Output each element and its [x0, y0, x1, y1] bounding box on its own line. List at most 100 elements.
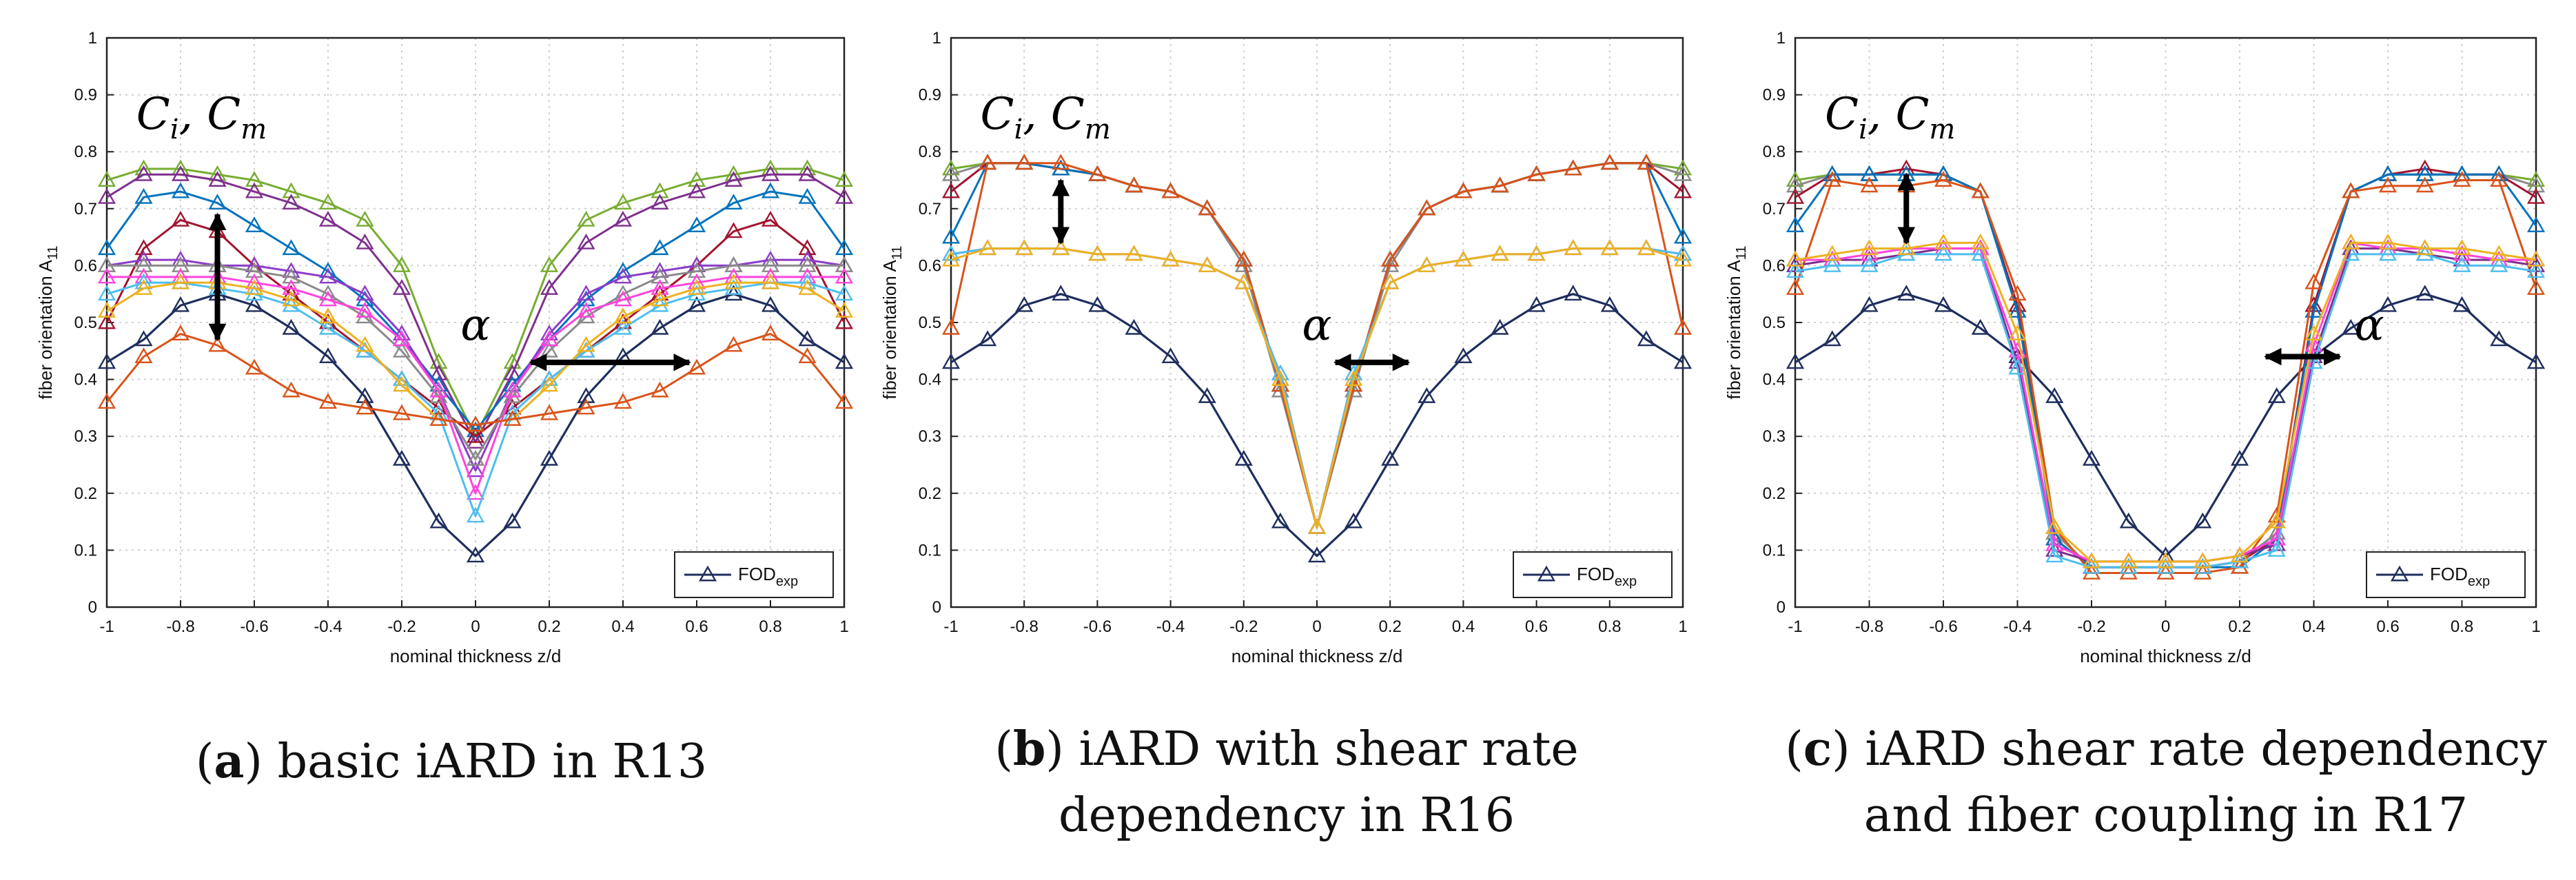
data-point-marker	[2267, 540, 2286, 557]
data-point-marker	[1673, 182, 1693, 198]
y-tick-label: 0.9	[74, 86, 97, 105]
legend-label: FODexp	[738, 564, 798, 589]
data-point-marker	[1161, 182, 1180, 198]
data-point-marker	[356, 210, 374, 227]
data-point-marker	[1491, 176, 1509, 193]
series-line	[107, 276, 844, 495]
data-point-marker	[1198, 256, 1216, 272]
y-tick-label: 1	[88, 29, 97, 48]
data-point-marker	[1673, 250, 1693, 267]
data-point-marker	[1673, 353, 1693, 369]
x-tick-label: 1	[1678, 617, 1687, 636]
data-point-marker	[318, 393, 338, 409]
data-point-marker	[724, 336, 743, 352]
x-tick-label: -0.2	[2077, 617, 2105, 636]
data-point-marker	[2119, 557, 2138, 574]
data-point-marker	[540, 279, 559, 295]
data-point-marker	[245, 216, 264, 233]
data-point-marker	[1418, 256, 1436, 272]
data-point-marker	[941, 250, 961, 267]
data-point-marker	[429, 410, 448, 426]
data-point-marker	[1345, 376, 1363, 392]
data-point-marker	[2415, 165, 2434, 181]
data-point-marker	[1971, 233, 1990, 249]
data-point-marker	[97, 171, 116, 187]
data-point-marker	[2267, 512, 2286, 529]
x-tick-label: 0	[2161, 617, 2170, 636]
data-point-marker	[245, 358, 264, 375]
data-point-marker	[1860, 256, 1879, 272]
caption-a: (a) basic iARD in R13	[196, 734, 707, 789]
data-point-marker	[466, 506, 485, 523]
data-point-marker	[1600, 154, 1619, 170]
data-point-marker	[429, 353, 448, 369]
x-tick-label: -0.8	[1010, 617, 1039, 636]
caption-line: (c) iARD shear rate dependency	[1785, 722, 2547, 777]
data-point-marker	[318, 290, 338, 307]
data-point-marker	[540, 404, 559, 420]
y-tick-label: 0	[932, 598, 941, 617]
data-point-marker	[2453, 256, 2471, 272]
data-point-marker	[1418, 387, 1436, 403]
series-line	[950, 293, 1684, 557]
data-point-marker	[171, 273, 190, 289]
data-point-marker	[687, 285, 706, 301]
data-point-marker	[466, 427, 485, 443]
data-point-marker	[798, 165, 817, 181]
data-point-marker	[2045, 387, 2064, 403]
data-point-marker	[466, 449, 485, 466]
data-point-marker	[1673, 165, 1693, 181]
data-point-marker	[1600, 239, 1619, 256]
data-point-marker	[356, 398, 374, 415]
data-point-marker	[282, 318, 300, 335]
data-point-marker	[1381, 256, 1400, 272]
data-point-marker	[1860, 245, 1879, 261]
data-point-marker	[1786, 279, 1805, 295]
x-tick-label: -0.8	[166, 617, 194, 636]
x-tick-label: 0	[1312, 617, 1321, 636]
data-point-marker	[282, 381, 300, 398]
legend-label: FODexp	[1577, 564, 1637, 589]
data-point-marker	[208, 194, 227, 209]
data-point-marker	[613, 267, 633, 284]
data-point-marker	[835, 285, 854, 301]
data-point-marker	[941, 353, 961, 369]
data-point-marker	[2008, 285, 2027, 301]
data-point-marker	[1454, 250, 1473, 267]
data-point-marker	[134, 279, 153, 295]
y-axis-label: fiber orientation A11	[1724, 245, 1749, 399]
data-point-marker	[2342, 233, 2360, 249]
data-point-marker	[318, 318, 338, 335]
series-line	[1795, 293, 2537, 557]
data-point-marker	[1860, 176, 1879, 193]
data-point-marker	[761, 273, 780, 289]
x-tick-label: 0.6	[685, 617, 708, 636]
data-point-marker	[503, 381, 522, 398]
y-tick-label: 0.4	[1763, 371, 1786, 389]
y-tick-label: 0.9	[919, 86, 941, 105]
data-point-marker	[1015, 154, 1034, 170]
data-point-marker	[2230, 449, 2249, 466]
data-point-marker	[392, 341, 411, 358]
data-point-marker	[503, 387, 522, 403]
data-point-marker	[2119, 512, 2138, 529]
legend-label: FODexp	[2430, 564, 2490, 589]
data-point-marker	[1198, 199, 1216, 216]
data-point-marker	[761, 296, 780, 312]
data-point-marker	[2230, 552, 2249, 569]
data-point-marker	[2378, 165, 2398, 181]
data-point-marker	[2490, 330, 2508, 347]
data-point-marker	[2194, 564, 2212, 580]
data-point-marker	[613, 210, 633, 227]
y-tick-label: 0.6	[74, 256, 97, 275]
data-point-marker	[1934, 171, 1953, 187]
data-point-marker	[356, 233, 374, 249]
data-point-marker	[2415, 245, 2434, 261]
y-tick-label: 0.3	[1763, 427, 1786, 446]
y-axis-label: fiber orientation A11	[35, 245, 61, 399]
data-point-marker	[540, 449, 559, 466]
data-point-marker	[1897, 245, 1916, 261]
series-FOD_exp	[1786, 285, 2546, 563]
data-point-marker	[356, 302, 374, 318]
y-tick-label: 0.7	[74, 200, 97, 218]
